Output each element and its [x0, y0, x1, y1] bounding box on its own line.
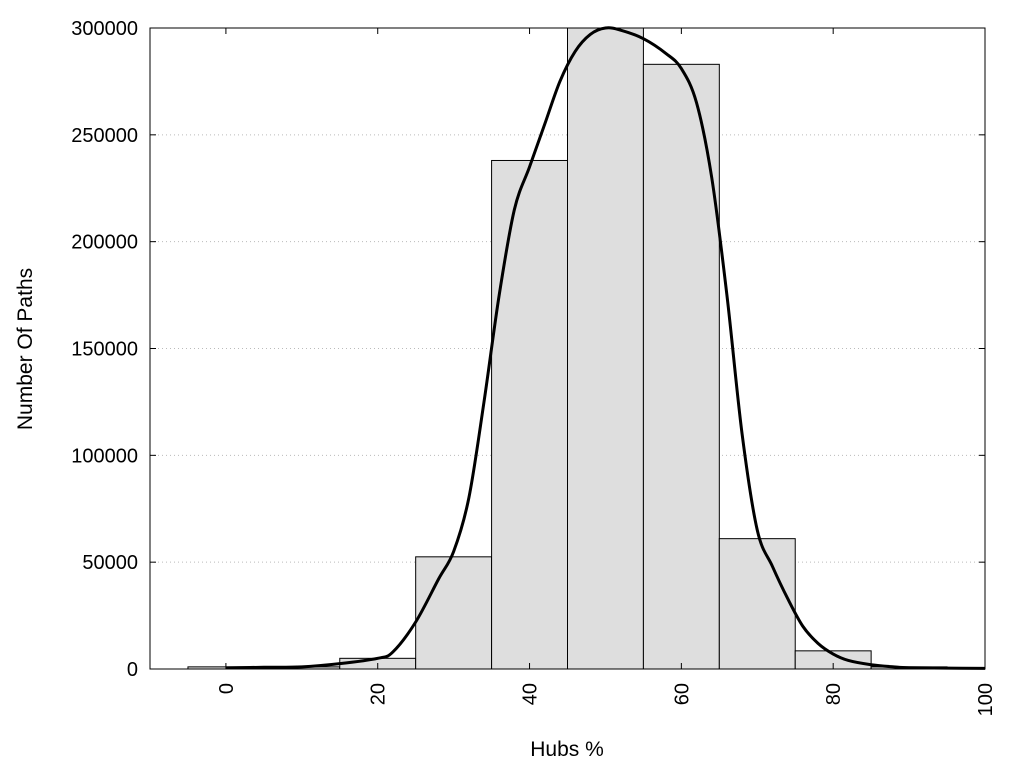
x-tick-label: 20: [368, 683, 390, 705]
y-axis-tick-labels: 0 50000 100000 150000 200000 250000 300000: [71, 18, 138, 681]
x-tick-label: 60: [671, 683, 693, 705]
y-axis-title: Number Of Paths: [14, 268, 37, 430]
density-curve: [225, 26, 986, 670]
x-axis-title: Hubs %: [530, 738, 604, 761]
x-axis-tick-labels: 0 20 40 60 80 100: [216, 683, 997, 716]
y-tick-label: 0: [127, 659, 138, 681]
y-tick-label: 300000: [71, 18, 138, 40]
x-tick-label: 80: [823, 683, 845, 705]
histogram-bar: [642, 63, 720, 670]
x-tick-label: 100: [975, 683, 997, 716]
x-tick-label: 0: [216, 683, 238, 694]
axis-ticks: [150, 27, 986, 670]
y-tick-label: 100000: [71, 445, 138, 467]
y-tick-label: 250000: [71, 125, 138, 147]
density-curve-layer: [225, 26, 986, 670]
histogram-bar: [415, 556, 493, 670]
y-tick-label: 50000: [82, 552, 138, 574]
y-tick-label: 150000: [71, 339, 138, 361]
y-tick-label: 200000: [71, 232, 138, 254]
histogram-bars: [187, 27, 948, 670]
x-tick-label: 40: [520, 683, 542, 705]
histogram-bar: [718, 538, 796, 670]
histogram-bar: [567, 27, 644, 670]
histogram-bar: [491, 159, 568, 670]
